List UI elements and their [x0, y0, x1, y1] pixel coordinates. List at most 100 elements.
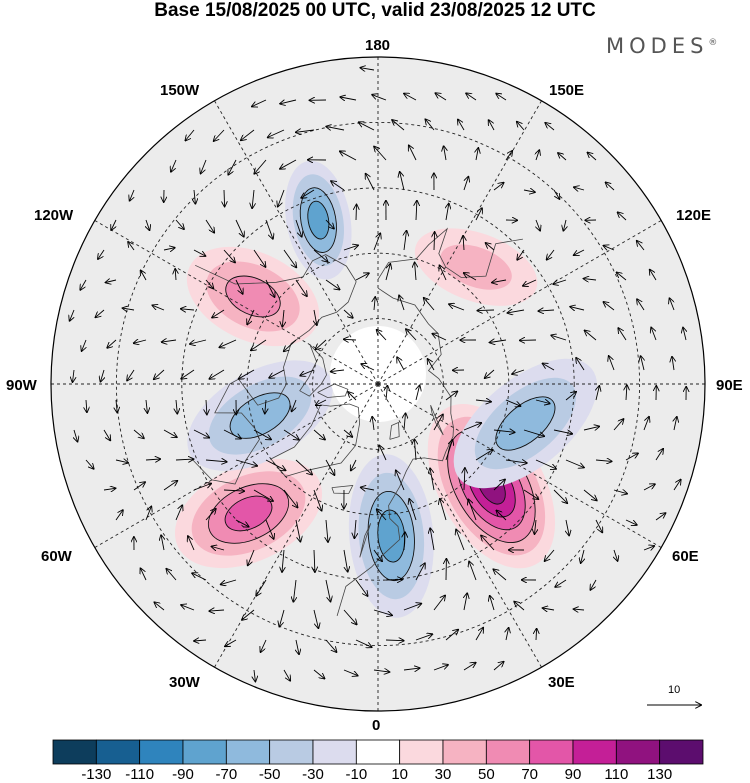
wind-arrow	[355, 579, 368, 596]
wind-arrow	[603, 302, 615, 311]
wind-arrow	[609, 356, 615, 371]
wind-arrow	[128, 242, 135, 251]
wind-arrow	[171, 159, 177, 172]
wind-arrow	[192, 573, 207, 581]
wind-arrow	[377, 509, 387, 521]
wind-arrow	[206, 399, 207, 414]
wind-arrow	[637, 241, 645, 251]
reference-vector-label: 10	[668, 684, 681, 696]
wind-arrow	[314, 309, 317, 325]
wind-arrow	[404, 94, 417, 101]
wind-arrow	[316, 399, 327, 405]
colorbar	[52, 739, 704, 765]
wind-arrow	[555, 579, 567, 587]
wind-arrow	[553, 489, 567, 503]
wind-arrow	[545, 123, 555, 131]
wind-arrow	[583, 489, 597, 500]
wind-arrow	[506, 628, 509, 641]
wind-arrow	[430, 528, 435, 551]
wind-arrow	[360, 68, 375, 70]
wind-arrow	[224, 189, 225, 206]
wind-arrow	[449, 304, 465, 311]
wind-arrow	[553, 429, 572, 434]
lon-label-30w: 30W	[169, 674, 200, 691]
wind-arrow	[432, 334, 447, 341]
wind-arrow	[295, 219, 302, 237]
lon-label-60w: 60W	[41, 548, 72, 565]
wind-arrow	[637, 299, 645, 311]
colorbar-swatch	[659, 739, 704, 765]
wind-arrow	[313, 249, 328, 262]
colorbar-tick-label: 130	[647, 766, 673, 783]
wind-arrow	[523, 279, 537, 286]
wind-arrow	[269, 369, 285, 378]
wind-arrow	[282, 309, 284, 327]
wind-arrow	[523, 489, 538, 499]
wind-arrow	[508, 310, 525, 313]
wind-arrow	[374, 297, 375, 311]
anomaly-contour	[440, 244, 512, 290]
colorbar-tick-label: -50	[258, 766, 281, 783]
wind-arrow	[248, 549, 255, 565]
colorbar-swatch	[529, 739, 574, 765]
anomaly-field	[174, 160, 598, 618]
wind-arrow	[588, 153, 597, 161]
wind-arrow	[301, 189, 315, 198]
wind-arrow	[145, 507, 151, 521]
wind-arrow	[386, 386, 387, 401]
wind-arrow	[403, 604, 421, 611]
wind-arrow	[428, 359, 435, 371]
colorbar-swatch	[615, 739, 661, 765]
wind-arrow	[265, 459, 286, 470]
coastline	[270, 403, 361, 477]
wind-arrow	[563, 219, 566, 231]
wind-arrow	[551, 335, 567, 341]
lon-label-150e: 150E	[549, 82, 585, 99]
wind-arrow	[489, 120, 495, 131]
wind-arrow	[625, 453, 638, 461]
meridian-line	[377, 383, 662, 548]
wind-arrow	[214, 129, 225, 141]
wind-arrow	[235, 279, 243, 294]
lon-label-90w: 90W	[6, 377, 37, 394]
wind-arrow	[538, 310, 555, 311]
wind-arrow	[343, 669, 358, 676]
wind-arrow	[162, 340, 177, 342]
wind-arrow	[583, 426, 599, 430]
wind-arrow	[373, 670, 389, 672]
coastline	[359, 523, 372, 558]
wind-arrow	[326, 127, 345, 131]
brand-text: MODES	[606, 34, 709, 58]
wind-arrow	[403, 668, 420, 670]
wind-arrow	[670, 298, 675, 311]
wind-arrow	[604, 246, 615, 250]
wind-arrow	[475, 450, 493, 461]
wind-arrow	[235, 459, 257, 466]
wind-arrow	[134, 340, 147, 343]
wind-arrow	[585, 331, 597, 341]
wind-arrow	[536, 219, 540, 231]
wind-arrow	[313, 669, 325, 679]
wind-arrow	[296, 639, 299, 654]
wind-arrow	[295, 279, 307, 296]
wind-arrow	[558, 153, 567, 161]
wind-arrow	[254, 669, 255, 681]
wind-arrow	[523, 190, 535, 192]
colorbar-tick-label: -10	[345, 766, 368, 783]
wind-arrow	[86, 399, 87, 412]
lon-label-30e: 30E	[548, 674, 575, 691]
coastline	[377, 227, 523, 280]
wind-arrow	[535, 459, 556, 469]
wind-arrow	[359, 122, 375, 131]
meridian-line	[377, 100, 542, 385]
wind-arrow	[475, 400, 491, 402]
wind-arrow	[444, 146, 446, 161]
wind-arrow	[325, 279, 340, 290]
wind-arrow	[672, 357, 674, 371]
colorbar-swatch	[442, 739, 487, 765]
wind-arrow	[343, 245, 358, 251]
colorbar-tick-label: 110	[604, 766, 629, 783]
lon-label-60e: 60E	[672, 548, 699, 565]
wind-arrow	[313, 429, 325, 440]
wind-arrow	[674, 417, 677, 431]
